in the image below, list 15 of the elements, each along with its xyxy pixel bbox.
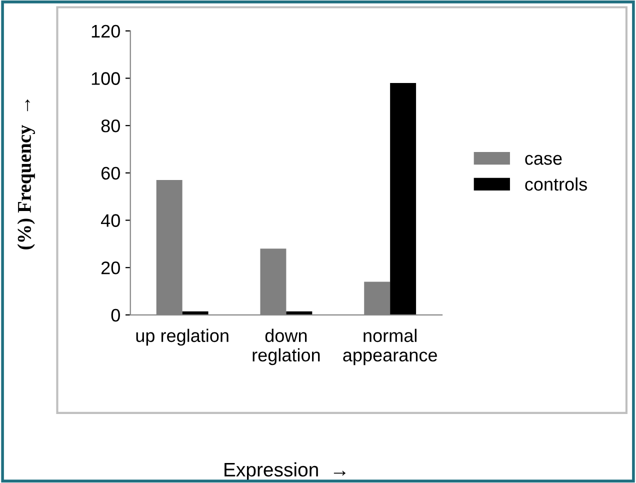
y-tick-label: 120: [92, 24, 120, 38]
bar: [390, 82, 416, 315]
legend-label: controls: [525, 177, 587, 191]
y-tick-label: 100: [92, 72, 120, 85]
y-axis-title: (%) Frequency →: [17, 100, 35, 250]
legend-label: case: [525, 154, 562, 165]
y-tick-label: 80: [101, 120, 120, 132]
x-tick-label: up reglation: [136, 328, 228, 346]
y-tick-label: 60: [101, 166, 120, 180]
x-tick-label: normal appearance: [343, 328, 437, 366]
y-tick-label: 0: [111, 308, 120, 322]
x-tick-label: down reglation: [252, 328, 320, 366]
x-axis-title: Expression →: [224, 462, 346, 480]
y-tick-label: 40: [100, 214, 120, 227]
y-tick-label: 20: [101, 262, 120, 274]
